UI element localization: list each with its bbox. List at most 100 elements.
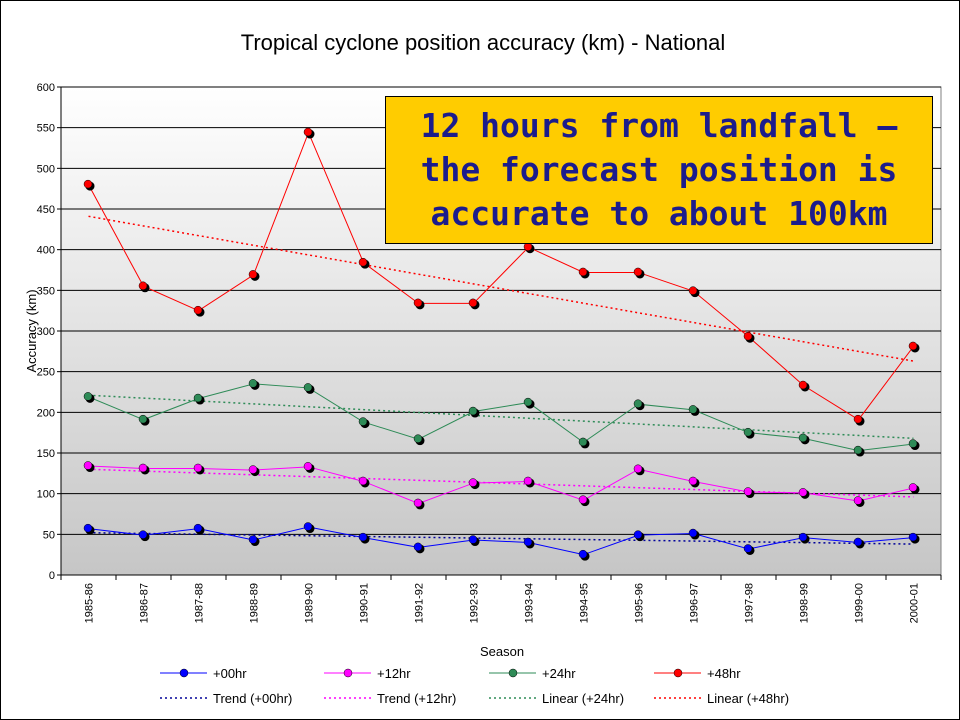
series-line: [88, 383, 914, 452]
data-point: [523, 537, 533, 547]
data-point: [688, 476, 698, 486]
y-tick-label: 200: [37, 407, 55, 419]
x-tick-label: 1994-95: [579, 583, 591, 623]
data-point: [908, 341, 918, 351]
data-point: [908, 439, 918, 448]
data-point: [193, 305, 203, 315]
x-tick-label: 1992-93: [469, 583, 481, 623]
legend-marker: [179, 668, 189, 678]
y-tick-label: 400: [37, 245, 55, 257]
data-point: [248, 379, 258, 388]
annotation-callout: 12 hours from landfall – the forecast po…: [385, 96, 933, 244]
x-tick-label: 1986-87: [139, 583, 151, 623]
data-series: [83, 127, 920, 561]
data-point: [83, 179, 93, 189]
legend-label: Trend (+12hr): [377, 691, 456, 706]
data-point: [468, 478, 478, 487]
x-tick-label: 1995-96: [634, 583, 646, 623]
data-point: [853, 496, 863, 505]
data-point: [468, 298, 478, 308]
data-point: [633, 399, 643, 408]
series-line: [88, 526, 914, 556]
data-point: [138, 530, 148, 539]
x-tick-label: 1990-91: [359, 583, 371, 623]
legend-label: Linear (+24hr): [542, 691, 624, 706]
data-point: [743, 427, 753, 437]
x-tick-label: 1989-90: [304, 583, 316, 623]
x-tick-label: 1997-98: [744, 583, 756, 623]
x-axis-title: Season: [480, 644, 524, 659]
data-point: [798, 433, 808, 443]
data-point: [138, 463, 148, 473]
x-tick-label: 2000-01: [909, 583, 921, 623]
data-point: [248, 270, 258, 279]
data-point: [138, 414, 148, 424]
y-tick-label: 600: [37, 82, 55, 94]
y-tick-label: 150: [37, 448, 55, 460]
legend-label: +24hr: [542, 666, 576, 681]
y-tick-label: 250: [37, 367, 55, 379]
legend-label: Trend (+00hr): [213, 691, 292, 706]
data-point: [83, 523, 93, 533]
data-point: [303, 462, 313, 471]
data-point: [468, 406, 478, 416]
data-point: [853, 537, 863, 547]
legend-marker: [343, 668, 353, 678]
data-point: [908, 483, 918, 492]
data-point: [358, 417, 368, 426]
x-tick-label: 1996-97: [689, 583, 701, 623]
legend-label: +48hr: [707, 666, 741, 681]
x-axis-ticks: 1985-86 1986-87 1987-88 1988-89 1989-90 1990-…: [60, 575, 942, 623]
data-point: [413, 298, 423, 308]
x-tick-label: 1987-88: [194, 583, 206, 623]
data-point: [413, 498, 423, 508]
data-point: [633, 464, 643, 474]
data-point: [798, 488, 808, 497]
data-point: [358, 532, 368, 542]
data-point: [83, 461, 93, 470]
y-tick-label: 100: [37, 489, 55, 501]
data-point: [303, 383, 313, 392]
legend-label: +12hr: [377, 666, 411, 681]
data-point: [248, 465, 258, 474]
data-point: [138, 281, 148, 291]
data-point: [303, 522, 313, 531]
data-point: [578, 437, 588, 447]
data-point: [358, 476, 368, 486]
legend-marker: [508, 668, 518, 678]
legend-label: +00hr: [213, 666, 247, 681]
x-tick-label: 1998-99: [799, 583, 811, 623]
y-tick-label: 550: [37, 123, 55, 135]
y-tick-label: 450: [37, 204, 55, 216]
y-tick-label: 0: [49, 570, 55, 582]
data-point: [578, 495, 588, 504]
x-tick-label: 1985-86: [84, 583, 96, 623]
x-tick-label: 1991-92: [414, 583, 426, 623]
x-tick-label: 1993-94: [524, 583, 536, 623]
data-point: [193, 463, 203, 473]
data-point: [798, 532, 808, 542]
data-point: [523, 397, 533, 407]
data-point: [743, 487, 753, 496]
data-point: [413, 542, 423, 552]
data-point: [853, 445, 863, 455]
data-point: [83, 392, 93, 401]
y-tick-label: 50: [43, 529, 55, 541]
data-point: [688, 405, 698, 414]
legend-label: Linear (+48hr): [707, 691, 789, 706]
series-line: [88, 465, 914, 504]
data-point: [688, 528, 698, 538]
data-point: [193, 523, 203, 533]
data-point: [743, 544, 753, 553]
data-point: [468, 535, 478, 544]
data-point: [413, 434, 423, 443]
y-tick-label: 350: [37, 285, 55, 297]
data-point: [633, 267, 643, 277]
legend: +00hr +12hr +24hr +48hr Trend (+00hr) Trend (…: [160, 666, 789, 706]
data-point: [743, 331, 753, 341]
x-tick-label: 1999-00: [854, 583, 866, 623]
data-point: [303, 127, 313, 137]
data-point: [248, 535, 258, 544]
chart-title: Tropical cyclone position accuracy (km) …: [241, 30, 726, 55]
legend-marker: [673, 668, 683, 678]
